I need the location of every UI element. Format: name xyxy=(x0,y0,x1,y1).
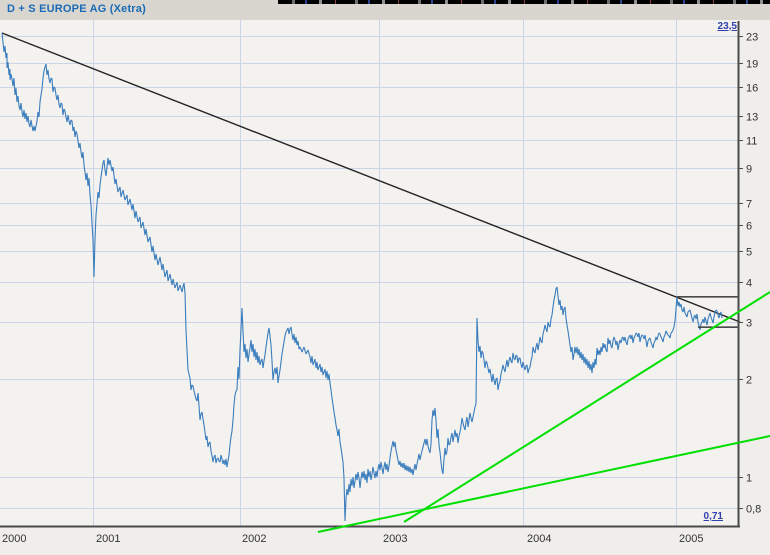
y-tick-label: 13 xyxy=(746,112,758,124)
support-trendline-shallow xyxy=(317,435,770,533)
support-trendline-steep xyxy=(403,291,770,523)
top-edge-artifact xyxy=(278,0,770,4)
y-tick-label: 11 xyxy=(746,136,757,148)
y-tick-label: 0,8 xyxy=(746,504,761,516)
period-high-price-label[interactable]: 23,5 xyxy=(717,21,737,32)
y-tick-label: 2 xyxy=(746,375,752,387)
y-tick-label: 19 xyxy=(746,59,758,71)
y-tick-label: 7 xyxy=(746,199,752,211)
y-tick-label: 3 xyxy=(746,318,752,330)
chart-title: D + S EUROPE AG (Xetra) xyxy=(7,3,146,15)
x-year-label: 2005 xyxy=(679,533,703,545)
plot-background xyxy=(0,20,738,526)
x-year-label: 2000 xyxy=(2,533,26,545)
x-year-label: 2001 xyxy=(96,533,120,545)
chart-header: D + S EUROPE AG (Xetra) xyxy=(0,0,770,20)
x-year-label: 2002 xyxy=(242,533,266,545)
price-line xyxy=(1,32,723,522)
y-tick-label: 6 xyxy=(746,221,752,233)
y-tick-label: 5 xyxy=(746,247,752,259)
y-tick-label: 4 xyxy=(746,278,752,290)
y-tick-label: 16 xyxy=(746,83,758,95)
period-low-price-label[interactable]: 0,71 xyxy=(703,511,723,522)
y-tick-label: 1 xyxy=(746,473,752,485)
resistance-trendline xyxy=(1,32,741,323)
x-year-label: 2004 xyxy=(527,533,551,545)
y-tick-label: 9 xyxy=(746,164,752,176)
x-year-label: 2003 xyxy=(383,533,407,545)
y-tick-label: 23 xyxy=(746,32,758,44)
